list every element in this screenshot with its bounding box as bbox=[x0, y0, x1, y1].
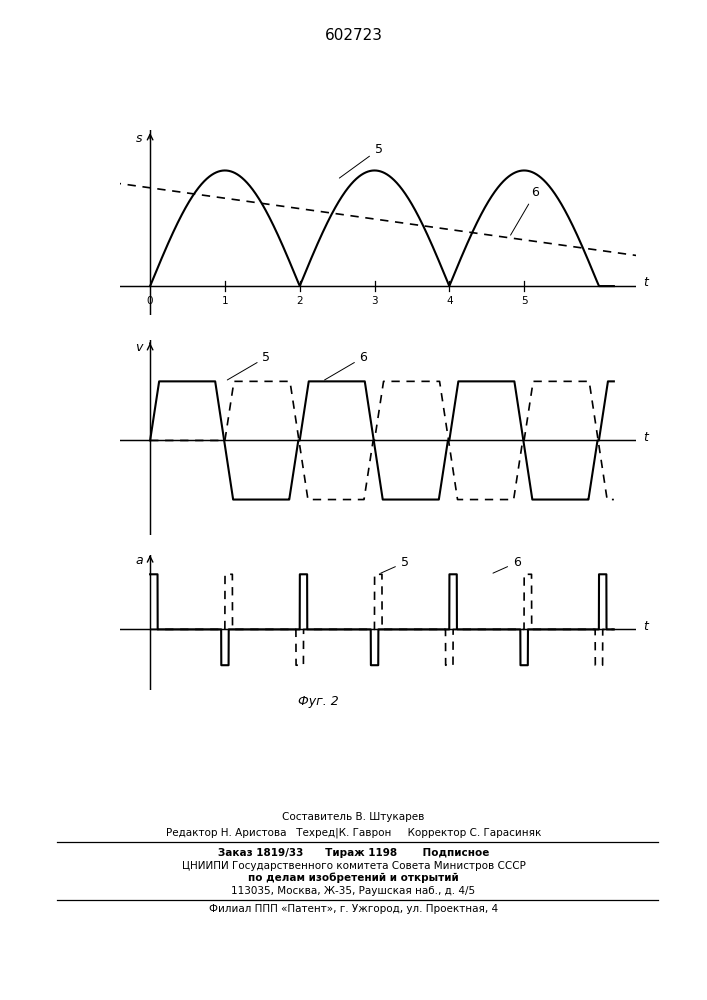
Text: 113035, Москва, Ж-35, Раушская наб., д. 4/5: 113035, Москва, Ж-35, Раушская наб., д. … bbox=[231, 886, 476, 896]
Text: 2: 2 bbox=[296, 296, 303, 306]
Text: 6: 6 bbox=[493, 556, 521, 573]
Text: ЦНИИПИ Государственного комитета Совета Министров СССР: ЦНИИПИ Государственного комитета Совета … bbox=[182, 861, 525, 871]
Text: 6: 6 bbox=[510, 186, 539, 235]
Text: 602723: 602723 bbox=[325, 28, 382, 43]
Text: t: t bbox=[643, 431, 648, 444]
Text: 5: 5 bbox=[381, 556, 409, 573]
Text: 0: 0 bbox=[147, 296, 153, 306]
Text: Филиал ППП «Патент», г. Ужгород, ул. Проектная, 4: Филиал ППП «Патент», г. Ужгород, ул. Про… bbox=[209, 904, 498, 914]
Text: 4: 4 bbox=[446, 296, 452, 306]
Text: a: a bbox=[135, 554, 143, 567]
Text: 1: 1 bbox=[221, 296, 228, 306]
Text: 5: 5 bbox=[521, 296, 527, 306]
Text: по делам изобретений и открытий: по делам изобретений и открытий bbox=[248, 872, 459, 883]
Text: v: v bbox=[135, 341, 143, 354]
Text: 5: 5 bbox=[228, 351, 270, 380]
Text: s: s bbox=[136, 132, 142, 145]
Text: t: t bbox=[643, 276, 648, 289]
Text: Заказ 1819/33      Тираж 1198       Подписное: Заказ 1819/33 Тираж 1198 Подписное bbox=[218, 848, 489, 858]
Text: Составитель В. Штукарев: Составитель В. Штукарев bbox=[282, 812, 425, 822]
Text: Фуг. 2: Фуг. 2 bbox=[298, 695, 339, 708]
Text: t: t bbox=[643, 620, 648, 633]
Text: 3: 3 bbox=[371, 296, 378, 306]
Text: Редактор Н. Аристова   Техред|К. Гаврон     Корректор С. Гарасиняк: Редактор Н. Аристова Техред|К. Гаврон Ко… bbox=[166, 827, 541, 838]
Text: 5: 5 bbox=[339, 143, 382, 178]
Text: 6: 6 bbox=[325, 351, 368, 380]
